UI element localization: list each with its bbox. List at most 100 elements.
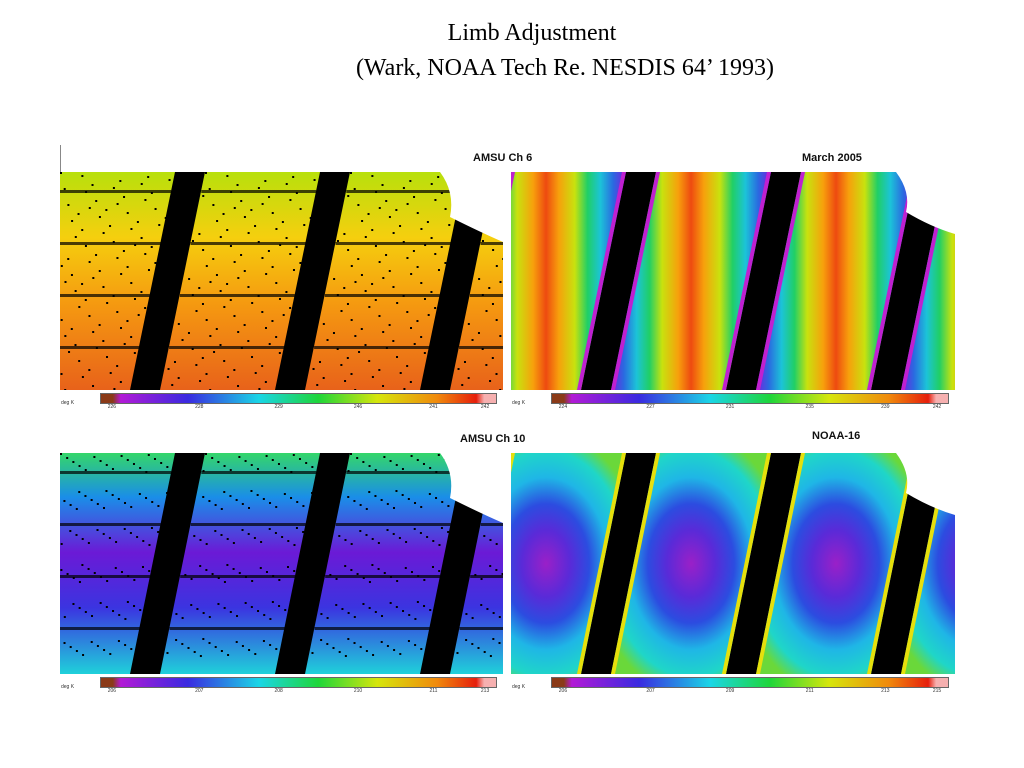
missing-pixel bbox=[344, 539, 347, 541]
missing-pixel bbox=[481, 240, 484, 242]
panel-ch6-adjusted: deg K 224 227 231 235 239 242 bbox=[511, 172, 955, 415]
missing-pixel bbox=[338, 535, 341, 537]
missing-pixel bbox=[88, 315, 91, 317]
missing-pixel bbox=[195, 310, 198, 312]
missing-pixel bbox=[147, 269, 150, 271]
missing-pixel bbox=[269, 644, 272, 646]
missing-pixel bbox=[357, 258, 360, 260]
missing-pixel bbox=[202, 249, 205, 251]
missing-pixel bbox=[477, 332, 480, 334]
missing-pixel bbox=[244, 576, 247, 578]
scan-gap bbox=[201, 190, 317, 193]
missing-pixel bbox=[382, 331, 385, 333]
missing-pixel bbox=[361, 220, 364, 222]
missing-pixel bbox=[474, 574, 477, 576]
missing-pixel bbox=[386, 503, 389, 505]
missing-pixel bbox=[116, 257, 119, 259]
colorbar-tick-label: 211 bbox=[429, 688, 438, 694]
missing-pixel bbox=[402, 241, 405, 243]
missing-pixel bbox=[385, 254, 388, 256]
missing-pixel bbox=[74, 290, 77, 292]
swath-edge bbox=[577, 453, 626, 674]
colorbar-tick-label: 226 bbox=[107, 404, 117, 410]
missing-pixel bbox=[420, 648, 423, 650]
missing-pixel bbox=[354, 335, 357, 337]
missing-pixel bbox=[124, 644, 127, 646]
ch10-raw-swaths bbox=[60, 453, 503, 674]
missing-pixel bbox=[243, 216, 246, 218]
missing-pixel bbox=[70, 328, 73, 330]
missing-pixel bbox=[60, 172, 62, 174]
missing-pixel bbox=[119, 381, 122, 383]
missing-pixel bbox=[184, 574, 187, 576]
missing-pixel bbox=[241, 503, 244, 505]
swath-edge bbox=[577, 172, 626, 390]
colorbar-tick-label: 209 bbox=[725, 688, 735, 694]
missing-pixel bbox=[299, 262, 302, 264]
missing-pixel bbox=[353, 188, 356, 190]
scan-gap bbox=[179, 294, 295, 297]
missing-pixel bbox=[377, 542, 380, 544]
missing-pixel bbox=[243, 270, 246, 272]
missing-pixel bbox=[84, 611, 87, 613]
missing-pixel bbox=[378, 207, 381, 209]
missing-pixel bbox=[70, 274, 73, 276]
missing-pixel bbox=[81, 564, 84, 566]
missing-pixel bbox=[251, 356, 254, 358]
swath-edge bbox=[867, 172, 916, 390]
missing-pixel bbox=[75, 650, 78, 652]
missing-pixel bbox=[103, 649, 106, 651]
missing-pixel bbox=[401, 468, 404, 470]
scan-gap bbox=[60, 242, 161, 245]
missing-pixel bbox=[268, 196, 271, 198]
missing-pixel bbox=[414, 618, 417, 620]
missing-pixel bbox=[275, 282, 278, 284]
missing-pixel bbox=[64, 281, 67, 283]
missing-pixel bbox=[209, 335, 212, 337]
missing-pixel bbox=[63, 500, 66, 502]
missing-pixel bbox=[409, 180, 412, 182]
missing-pixel bbox=[336, 240, 339, 242]
missing-pixel bbox=[371, 538, 374, 540]
missing-pixel bbox=[263, 614, 266, 616]
missing-pixel bbox=[123, 343, 126, 345]
missing-pixel bbox=[292, 176, 295, 178]
missing-pixel bbox=[202, 612, 205, 614]
missing-pixel bbox=[112, 610, 115, 612]
missing-pixel bbox=[350, 172, 352, 174]
missing-pixel bbox=[250, 490, 253, 492]
missing-pixel bbox=[311, 652, 314, 654]
missing-pixel bbox=[132, 463, 135, 465]
missing-pixel bbox=[374, 611, 377, 613]
missing-pixel bbox=[190, 578, 193, 580]
missing-pixel bbox=[336, 348, 339, 350]
missing-pixel bbox=[196, 608, 199, 610]
missing-pixel bbox=[230, 191, 233, 193]
missing-pixel bbox=[305, 462, 308, 464]
missing-pixel bbox=[495, 373, 498, 375]
missing-pixel bbox=[257, 295, 260, 297]
missing-pixel bbox=[332, 647, 335, 649]
missing-pixel bbox=[223, 491, 226, 493]
missing-pixel bbox=[60, 373, 63, 375]
missing-pixel bbox=[116, 203, 119, 205]
missing-pixel bbox=[447, 531, 450, 533]
scan-gap bbox=[169, 346, 285, 349]
missing-pixel bbox=[138, 493, 141, 495]
missing-pixel bbox=[247, 340, 250, 342]
scan-gap bbox=[60, 346, 140, 349]
missing-pixel bbox=[260, 541, 263, 543]
missing-pixel bbox=[96, 503, 99, 505]
missing-pixel bbox=[483, 651, 486, 653]
missing-pixel bbox=[405, 541, 408, 543]
missing-pixel bbox=[284, 609, 287, 611]
missing-pixel bbox=[416, 459, 419, 461]
missing-pixel bbox=[346, 357, 349, 359]
colorbar-strip bbox=[551, 393, 949, 404]
ch6-raw-image bbox=[60, 172, 503, 390]
missing-pixel bbox=[120, 327, 123, 329]
missing-pixel bbox=[127, 575, 130, 577]
missing-pixel bbox=[117, 498, 120, 500]
missing-pixel bbox=[256, 494, 259, 496]
missing-pixel bbox=[78, 607, 81, 609]
